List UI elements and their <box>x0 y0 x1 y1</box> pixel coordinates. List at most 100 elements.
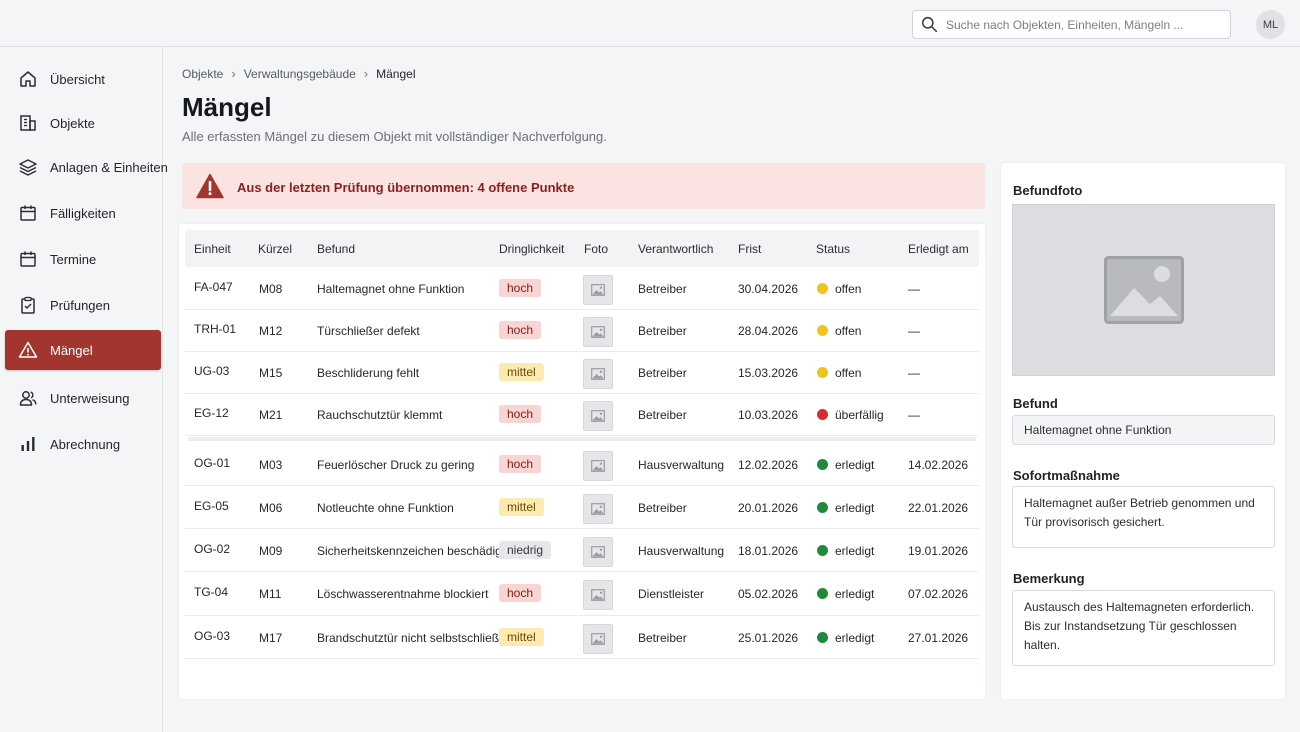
photo-heading: Befundfoto <box>1013 183 1083 198</box>
sidebar-item-uebersicht[interactable]: Übersicht <box>5 59 161 99</box>
cell-einheit: EG-12 <box>194 406 229 420</box>
column-header[interactable]: Einheit <box>194 242 231 256</box>
photo-thumbnail[interactable] <box>583 624 613 654</box>
sidebar-item-termine[interactable]: Termine <box>5 239 161 279</box>
table-row[interactable]: TG-04 M11 Löschwasserentnahme blockiert hoc… <box>185 572 979 616</box>
photo-thumbnail[interactable] <box>583 317 613 347</box>
column-header[interactable]: Befund <box>317 242 356 256</box>
cell-befund: Löschwasserentnahme blockiert <box>317 587 489 601</box>
column-header[interactable]: Erledigt am <box>908 242 969 256</box>
photo-thumbnail[interactable] <box>583 275 613 305</box>
cell-verantwortlich: Betreiber <box>638 366 687 380</box>
image-placeholder-icon <box>591 589 605 601</box>
breadcrumb-objekte[interactable]: Objekte <box>182 66 224 81</box>
cell-kuerzel: M11 <box>259 587 282 601</box>
cell-befund: Brandschutztür nicht selbstschließend <box>317 631 520 645</box>
column-header[interactable]: Status <box>816 242 851 256</box>
bemerkung-field[interactable]: Austausch des Haltemagneten erforderlich… <box>1012 590 1275 666</box>
table-row[interactable]: TRH-01 M12 Türschließer defekt hoch Betreibe… <box>185 310 979 352</box>
cell-einheit: OG-03 <box>194 629 231 643</box>
users-icon <box>19 391 37 406</box>
table-header: Einheit Kürzel Befund Dringlichkeit Foto… <box>185 230 979 267</box>
finding-photo[interactable] <box>1012 204 1275 376</box>
column-header[interactable]: Foto <box>584 242 609 256</box>
sidebar-item-label: Mängel <box>50 342 93 358</box>
warning-icon <box>196 173 224 199</box>
photo-thumbnail[interactable] <box>583 451 613 481</box>
table-row[interactable]: OG-01 M03 Feuerlöscher Druck zu gering hoch… <box>185 443 979 486</box>
status-dot <box>817 283 828 294</box>
sidebar-item-faelligkeiten[interactable]: Fälligkeiten <box>5 193 161 233</box>
table-row[interactable]: EG-05 M06 Notleuchte ohne Funktion mittel Be… <box>185 486 979 529</box>
photo-thumbnail[interactable] <box>583 580 613 610</box>
cell-frist: 25.01.2026 <box>738 631 799 645</box>
cell-befund: Türschließer defekt <box>317 324 420 338</box>
status-text: offen <box>835 366 862 380</box>
chevron-right-icon: › <box>231 66 236 81</box>
status-text: erledigt <box>835 587 875 601</box>
warning-icon <box>18 341 38 358</box>
bar-chart-icon <box>21 437 35 451</box>
urgency-badge: mittel <box>499 363 544 381</box>
cell-verantwortlich: Hausverwaltung <box>638 458 725 472</box>
cell-befund: Beschliderung fehlt <box>317 366 420 380</box>
search-input[interactable] <box>946 17 1216 32</box>
sidebar-item-label: Übersicht <box>50 71 105 87</box>
sidebar-item-abrechnung[interactable]: Abrechnung <box>5 424 161 464</box>
cell-frist: 30.04.2026 <box>738 282 799 296</box>
group-separator <box>188 437 976 441</box>
photo-thumbnail[interactable] <box>583 401 613 431</box>
cell-kuerzel: M08 <box>259 282 283 296</box>
home-icon <box>20 71 36 87</box>
sidebar-item-label: Abrechnung <box>50 436 121 452</box>
sidebar-item-maengel[interactable]: Mängel <box>5 330 161 370</box>
sidebar-item-unterweisung[interactable]: Unterweisung <box>5 378 161 418</box>
urgency-badge: hoch <box>499 584 542 602</box>
page-title: Mängel <box>182 92 272 122</box>
status-dot <box>817 545 828 556</box>
avatar[interactable]: ML <box>1256 10 1285 39</box>
cell-erledigt: 27.01.2026 <box>908 631 969 645</box>
status-text: überfällig <box>835 408 884 422</box>
image-placeholder-icon <box>591 284 605 296</box>
urgency-badge: mittel <box>499 628 544 646</box>
sidebar-item-objekte[interactable]: Objekte <box>5 103 161 143</box>
calendar-icon <box>20 251 36 267</box>
sofortmassnahme-field[interactable]: Haltemagnet außer Betrieb genommen und T… <box>1012 486 1275 548</box>
cell-verantwortlich: Dienstleister <box>638 587 705 601</box>
table-row[interactable]: FA-047 M08 Haltemagnet ohne Funktion hoch Be… <box>185 268 979 310</box>
sidebar-item-label: Objekte <box>50 115 95 131</box>
table-row[interactable]: OG-03 M17 Brandschutztür nicht selbstschli… <box>185 616 979 659</box>
defects-table: Einheit Kürzel Befund Dringlichkeit Foto… <box>179 224 985 699</box>
cell-verantwortlich: Betreiber <box>638 501 687 515</box>
search-box[interactable] <box>912 10 1231 39</box>
table-row[interactable]: UG-03 M15 Beschliderung fehlt mittel Betreib… <box>185 352 979 394</box>
cell-kuerzel: M09 <box>259 544 283 558</box>
urgency-badge: niedrig <box>499 541 552 559</box>
image-placeholder-icon <box>591 410 605 422</box>
column-header[interactable]: Dringlichkeit <box>499 242 565 256</box>
breadcrumb: Objekte › Verwaltungsgebäude › Mängel <box>182 66 416 81</box>
cell-einheit: FA-047 <box>194 280 233 294</box>
urgency-badge: hoch <box>499 405 542 423</box>
sidebar-item-anlagen[interactable]: Anlagen & Einheiten <box>5 147 168 187</box>
table-row[interactable]: EG-12 M21 Rauchschutztür klemmt hoch Betreib… <box>185 394 979 436</box>
photo-thumbnail[interactable] <box>583 537 613 567</box>
alert-banner: Aus der letzten Prüfung übernommen: 4 of… <box>182 163 985 209</box>
cell-frist: 15.03.2026 <box>738 366 799 380</box>
table-row[interactable]: OG-02 M09 Sicherheitskennzeichen beschädig… <box>185 529 979 572</box>
building-icon <box>20 115 36 131</box>
column-header[interactable]: Kürzel <box>258 242 293 256</box>
column-header[interactable]: Verantwortlich <box>638 242 714 256</box>
sidebar-item-pruefungen[interactable]: Prüfungen <box>5 285 161 325</box>
photo-thumbnail[interactable] <box>583 359 613 389</box>
status-text: erledigt <box>835 458 875 472</box>
column-header[interactable]: Frist <box>738 242 762 256</box>
cell-befund: Notleuchte ohne Funktion <box>317 501 454 515</box>
cell-erledigt: 22.01.2026 <box>908 501 969 515</box>
cell-erledigt: — <box>908 282 920 296</box>
image-placeholder-icon <box>591 546 605 558</box>
photo-thumbnail[interactable] <box>583 494 613 524</box>
breadcrumb-verwaltungsgebaeude[interactable]: Verwaltungsgebäude <box>243 66 356 81</box>
cell-einheit: TRH-01 <box>194 322 237 336</box>
